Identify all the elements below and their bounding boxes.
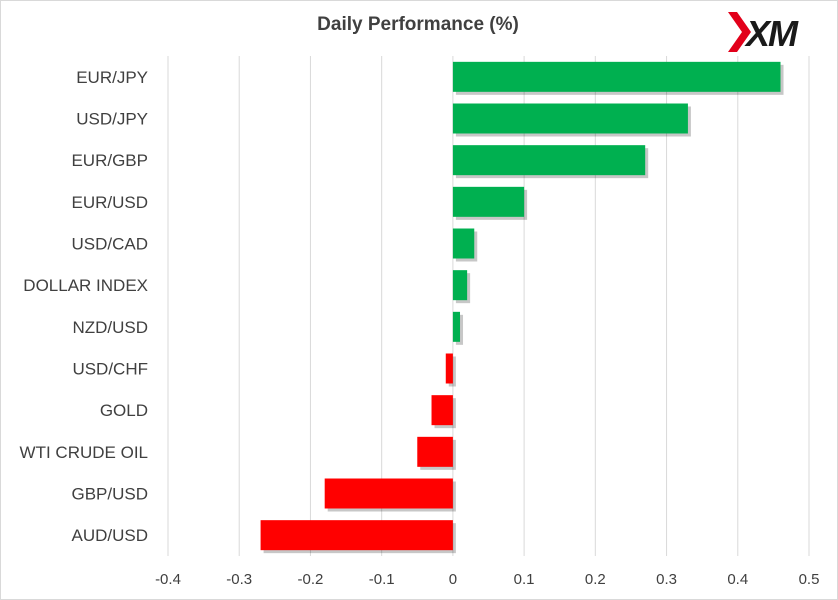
bar-usd-jpy bbox=[452, 103, 688, 134]
category-label: NZD/USD bbox=[72, 318, 148, 337]
category-label: EUR/JPY bbox=[76, 68, 148, 87]
category-label: WTI CRUDE OIL bbox=[20, 443, 148, 462]
bars bbox=[260, 61, 784, 554]
category-label: USD/CAD bbox=[71, 235, 148, 254]
bar-usd-chf bbox=[445, 353, 453, 384]
bar-dollar-index bbox=[452, 270, 468, 301]
bar-usd-cad bbox=[452, 228, 475, 259]
xm-logo: XM bbox=[728, 12, 801, 54]
bar-gbp-usd bbox=[324, 478, 453, 509]
x-tick-label: -0.1 bbox=[369, 571, 395, 588]
gridlines bbox=[167, 56, 810, 556]
category-label: USD/JPY bbox=[76, 110, 148, 129]
chart-title: Daily Performance (%) bbox=[317, 14, 519, 35]
x-tick-label: 0.4 bbox=[727, 571, 748, 588]
x-tick-label: 0.2 bbox=[585, 571, 606, 588]
x-tick-labels: -0.4 -0.3 -0.2 -0.1 0 0.1 0.2 0.3 0.4 0.5 bbox=[155, 571, 819, 588]
bar-eur-usd bbox=[452, 186, 525, 217]
x-tick-label: 0.5 bbox=[799, 571, 820, 588]
bar-nzd-usd bbox=[452, 311, 461, 342]
bar-wti-crude-oil bbox=[417, 436, 453, 467]
x-tick-label: -0.4 bbox=[155, 571, 181, 588]
logo-mark bbox=[728, 12, 751, 52]
x-tick-label: 0.3 bbox=[656, 571, 677, 588]
bar-eur-gbp bbox=[452, 145, 646, 176]
category-label: GBP/USD bbox=[71, 485, 148, 504]
category-label: USD/CHF bbox=[72, 360, 148, 379]
x-tick-label: 0 bbox=[449, 571, 457, 588]
x-tick-label: -0.3 bbox=[226, 571, 252, 588]
category-label: EUR/GBP bbox=[71, 151, 148, 170]
bar-aud-usd bbox=[260, 520, 453, 551]
bar-gold bbox=[431, 395, 453, 426]
x-tick-label: -0.2 bbox=[298, 571, 324, 588]
category-label: AUD/USD bbox=[71, 526, 148, 545]
x-tick-label: 0.1 bbox=[514, 571, 535, 588]
category-labels: EUR/JPY USD/JPY EUR/GBP EUR/USD USD/CAD DOLLA… bbox=[20, 68, 148, 545]
bar-eur-jpy bbox=[452, 61, 781, 92]
logo-text: XM bbox=[744, 13, 799, 54]
category-label: GOLD bbox=[100, 401, 148, 420]
category-label: EUR/USD bbox=[71, 193, 148, 212]
category-label: DOLLAR INDEX bbox=[23, 276, 148, 295]
